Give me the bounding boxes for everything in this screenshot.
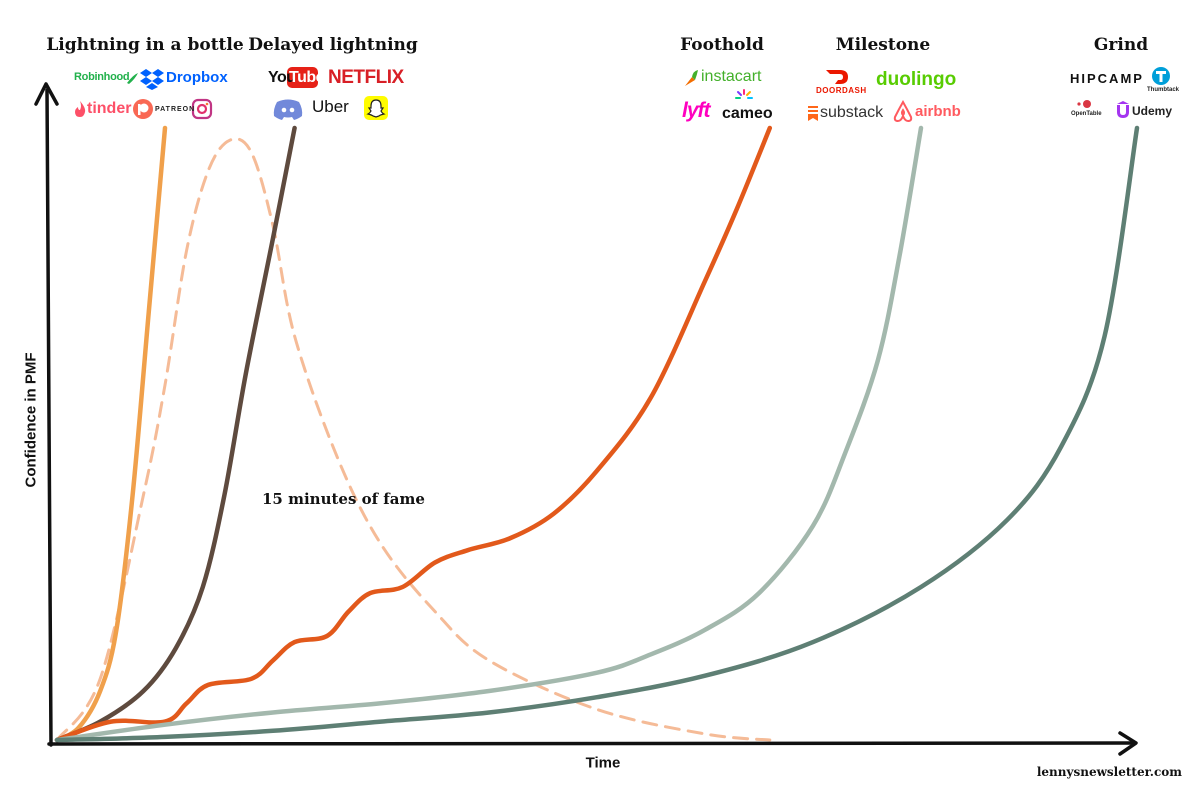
logo-patreon: PATREON (155, 106, 196, 113)
category-title-grind: Grind (1093, 35, 1149, 55)
logo-instacart: instacart (701, 68, 762, 85)
youtube-icon-box (287, 67, 318, 88)
logo-youtube-tube: Tube (289, 69, 325, 86)
logo-opentable: OpenTable (1071, 111, 1102, 117)
series-line-15-minutes-of-fame (55, 137, 772, 742)
credit-text: lennysnewsletter.com (1036, 765, 1182, 779)
series-line-milestone (54, 125, 924, 743)
discord-icon (273, 99, 303, 120)
axes (34, 82, 1138, 756)
annotation-15-minutes-of-fame: 15 minutes of fame (262, 490, 425, 508)
robinhood-feather-icon (127, 73, 138, 84)
logo-thumbtack: Thumbtack (1147, 87, 1180, 93)
logo-tinder: tinder (87, 100, 132, 117)
tinder-flame-icon (75, 101, 86, 117)
instagram-icon (191, 98, 213, 120)
y-axis-line (45, 88, 53, 747)
logo-dropbox: Dropbox (166, 69, 228, 86)
logo-youtube-you: You (268, 69, 296, 86)
y-axis-label: Confidence in PMF (22, 352, 40, 488)
category-title-milestone: Milestone (835, 35, 931, 55)
series-line-grind (54, 125, 1140, 743)
cameo-burst-icon (735, 89, 753, 99)
series-line-lightning-in-a-bottle (54, 125, 168, 743)
x-axis-arrowhead (1118, 731, 1138, 756)
substack-icon (808, 106, 818, 121)
x-axis-line (47, 741, 1135, 746)
logo-lyft: lyft (682, 99, 710, 122)
logo-netflix: NETFLIX (328, 67, 404, 88)
logo-substack: substack (820, 104, 884, 121)
series-line-delayed-lightning (54, 125, 297, 743)
x-axis-label: Time (585, 754, 621, 772)
doordash-icon (826, 70, 848, 84)
logo-udemy: Udemy (1132, 104, 1173, 118)
logo-uber: Uber (312, 97, 349, 116)
opentable-icon (1077, 100, 1091, 108)
thumbtack-icon (1152, 67, 1170, 85)
snapchat-icon (364, 96, 388, 120)
series-layer (54, 125, 1140, 743)
logo-hipcamp: HIPCAMP (1070, 71, 1144, 86)
logo-airbnb: airbnb (915, 103, 961, 120)
logo-cameo: cameo (722, 105, 773, 122)
logo-doordash: DOORDASH (816, 86, 867, 95)
y-axis-arrowhead (34, 82, 59, 106)
series-line-foothold (54, 125, 773, 743)
airbnb-icon (893, 99, 913, 123)
category-title-delayed: Delayed lightning (248, 35, 418, 55)
logo-duolingo: duolingo (876, 69, 957, 90)
category-title-foothold: Foothold (680, 35, 764, 55)
udemy-icon (1117, 101, 1129, 118)
instacart-carrot-icon (685, 70, 698, 86)
category-title-lightning: Lightning in a bottle (46, 35, 244, 55)
logo-robinhood: Robinhood (74, 71, 130, 83)
patreon-icon (133, 99, 153, 119)
dropbox-icon (140, 69, 164, 90)
